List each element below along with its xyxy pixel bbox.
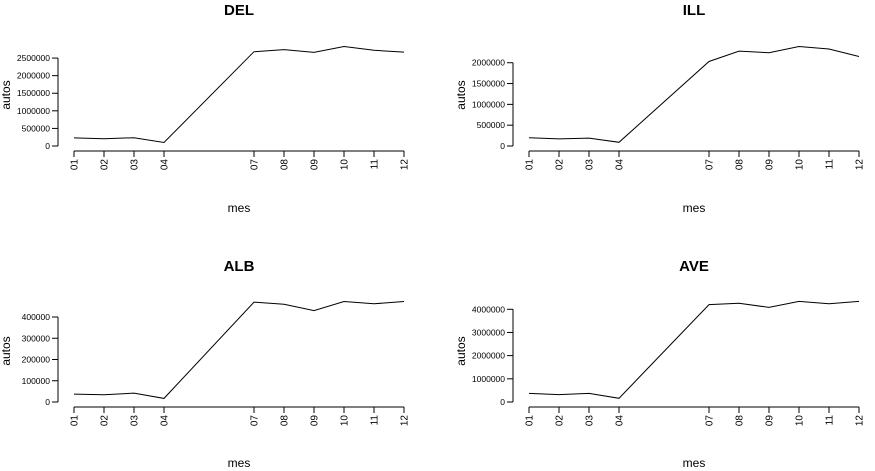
y-tick-label: 2000000 <box>472 351 505 361</box>
y-tick-label: 0 <box>500 397 505 407</box>
x-tick-label: 08 <box>735 159 746 171</box>
x-tick-label: 03 <box>130 159 141 171</box>
x-axis-label: mes <box>228 456 251 470</box>
panel-ave: AVE 01 02 03 04 07 08 09 10 11 12 0 1000000 2000000 30… <box>454 258 866 470</box>
x-tick-label: 11 <box>825 415 836 426</box>
y-tick-label: 500000 <box>477 120 506 130</box>
x-tick-label: 09 <box>310 415 321 427</box>
x-tick-label: 04 <box>615 159 626 171</box>
x-tick-label: 12 <box>400 415 411 427</box>
y-axis-label: autos <box>0 336 13 365</box>
y-tick-label: 200000 <box>22 355 51 365</box>
y-tick-label: 1000000 <box>17 106 50 116</box>
x-tick-label: 10 <box>340 159 351 171</box>
series-line <box>528 45 860 143</box>
y-tick-label: 1500000 <box>472 79 505 89</box>
panel-title: AVE <box>679 258 709 275</box>
panel-title: ILL <box>683 2 706 19</box>
y-tick-label: 0 <box>500 141 505 151</box>
y-axis-label: autos <box>454 80 468 109</box>
x-tick-label: 01 <box>525 415 536 427</box>
x-tick-label: 11 <box>370 415 381 426</box>
x-tick-label: 07 <box>705 159 716 171</box>
y-tick-label: 2500000 <box>17 53 50 63</box>
x-tick-label: 08 <box>735 415 746 427</box>
x-tick-label: 10 <box>340 415 351 427</box>
y-tick-label: 1000000 <box>472 374 505 384</box>
x-tick-label: 01 <box>70 415 81 427</box>
y-tick-label: 0 <box>45 141 50 151</box>
x-tick-label: 01 <box>525 159 536 171</box>
x-tick-label: 09 <box>310 159 321 171</box>
x-axis-label: mes <box>228 201 251 215</box>
series-line <box>528 300 860 399</box>
x-tick-label: 12 <box>855 415 866 427</box>
x-tick-label: 09 <box>765 415 776 427</box>
x-tick-label: 11 <box>370 159 381 170</box>
y-tick-label: 4000000 <box>472 304 505 314</box>
y-tick-label: 100000 <box>22 376 51 386</box>
panel-title: DEL <box>224 2 254 19</box>
x-tick-label: 01 <box>70 159 81 171</box>
x-tick-label: 12 <box>855 159 866 171</box>
series-line <box>73 300 405 399</box>
y-tick-label: 400000 <box>22 312 51 322</box>
y-axis-label: autos <box>0 80 13 109</box>
x-tick-label: 07 <box>250 415 261 427</box>
y-tick-label: 500000 <box>22 123 51 133</box>
x-tick-label: 02 <box>100 159 111 171</box>
x-tick-label: 10 <box>795 159 806 171</box>
panel-title: ALB <box>224 258 255 275</box>
x-tick-label: 07 <box>705 415 716 427</box>
x-tick-label: 02 <box>100 415 111 427</box>
panel-alb: ALB 01 02 03 04 07 08 09 10 11 12 0 100000 200000 3000… <box>0 258 411 470</box>
x-tick-label: 04 <box>160 415 171 427</box>
x-tick-label: 04 <box>160 159 171 171</box>
x-tick-label: 08 <box>280 159 291 171</box>
panel-ill: ILL 01 02 03 04 07 08 09 10 11 12 0 500000 1000000 150… <box>454 2 866 215</box>
x-tick-label: 02 <box>555 415 566 427</box>
x-axis-label: mes <box>683 201 706 215</box>
y-tick-label: 1500000 <box>17 88 50 98</box>
x-tick-label: 03 <box>130 415 141 427</box>
x-tick-label: 12 <box>400 159 411 171</box>
x-tick-label: 03 <box>585 415 596 427</box>
x-tick-label: 10 <box>795 415 806 427</box>
y-tick-label: 2000000 <box>472 58 505 68</box>
x-tick-label: 08 <box>280 415 291 427</box>
y-tick-label: 0 <box>45 397 50 407</box>
x-tick-label: 09 <box>765 159 776 171</box>
x-tick-label: 02 <box>555 159 566 171</box>
series-line <box>73 45 405 144</box>
y-axis-label: autos <box>454 336 468 365</box>
y-tick-label: 300000 <box>22 333 51 343</box>
x-axis-label: mes <box>683 456 706 470</box>
y-tick-label: 3000000 <box>472 327 505 337</box>
panel-del: DEL 01 02 03 04 07 08 09 10 11 12 0 500000 1000000 150… <box>0 2 411 215</box>
y-tick-label: 2000000 <box>17 71 50 81</box>
x-tick-label: 03 <box>585 159 596 171</box>
y-tick-label: 1000000 <box>472 99 505 109</box>
x-tick-label: 07 <box>250 159 261 171</box>
x-tick-label: 04 <box>615 415 626 427</box>
x-tick-label: 11 <box>825 159 836 170</box>
